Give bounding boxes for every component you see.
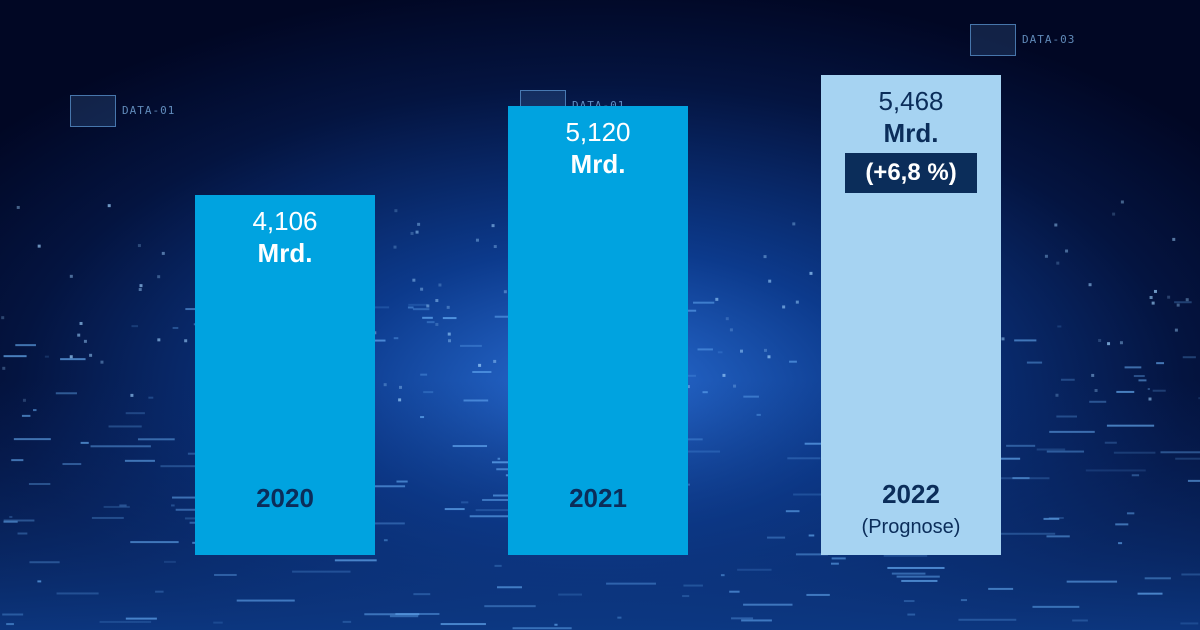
bar-value-number: 5,468 (878, 86, 944, 116)
bar-value-unit: Mrd. (570, 149, 626, 179)
bar-value-label: 5,468 Mrd. (821, 85, 1001, 149)
bar-value-label: 4,106 Mrd. (195, 205, 375, 269)
category-note: (Prognose) (861, 516, 961, 538)
category-label: 2020 (256, 483, 314, 513)
bar-value-label: 5,120 Mrd. (508, 116, 688, 180)
decor-panel-left: DATA-01 (70, 95, 175, 127)
bar-value-number: 5,120 (565, 117, 631, 147)
decor-panel-right: DATA-03 (970, 24, 1075, 56)
folder-icon (970, 24, 1016, 56)
folder-icon (70, 95, 116, 127)
category-label: 2021 (569, 483, 627, 513)
bar: 4,106 Mrd. 2020 (195, 195, 375, 555)
bar-forecast: 5,468 Mrd. (+6,8 %) 2022 (Prognose) (821, 75, 1001, 555)
decor-panel-label: DATA-03 (1022, 33, 1076, 46)
change-badge: (+6,8 %) (845, 153, 977, 193)
category-label: 2022 (882, 479, 940, 509)
bar-value-unit: Mrd. (883, 118, 939, 148)
bar-value-unit: Mrd. (257, 238, 313, 268)
bar: 5,120 Mrd. 2021 (508, 106, 688, 555)
bar-value-number: 4,106 (252, 206, 318, 236)
decor-panel-label: DATA-01 (122, 104, 176, 117)
